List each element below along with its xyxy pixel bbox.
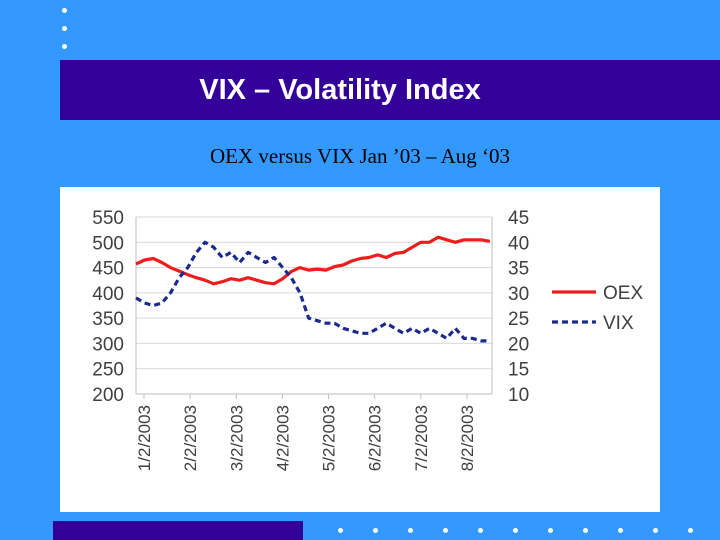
left-axis-tick-label: 500 bbox=[92, 233, 124, 254]
bullet-dot bbox=[408, 528, 413, 533]
slide-title: VIX – Volatility Index bbox=[199, 74, 481, 106]
left-axis-tick-label: 200 bbox=[92, 385, 124, 406]
left-axis-tick-label: 300 bbox=[92, 334, 124, 355]
x-axis-tick-label: 8/2/2003 bbox=[458, 405, 477, 471]
chart-area: 200 10 250 15 300 20 350 25 400 30 450 35 500 40 550 45… bbox=[60, 187, 660, 512]
chart-svg: 200 10 250 15 300 20 350 25 400 30 450 35 500 40 550 45… bbox=[92, 208, 643, 471]
right-axis-tick-label: 30 bbox=[508, 284, 529, 305]
x-axis-tick-label: 1/2/2003 bbox=[135, 405, 154, 471]
right-axis-tick-label: 15 bbox=[508, 360, 529, 381]
x-axis-tick-label: 4/2/2003 bbox=[273, 405, 292, 471]
right-axis-tick-label: 40 bbox=[508, 233, 529, 254]
right-axis-tick-label: 35 bbox=[508, 259, 529, 280]
left-axis-tick-label: 250 bbox=[92, 360, 124, 381]
x-axis-tick-label: 2/2/2003 bbox=[181, 405, 200, 471]
bullet-dot bbox=[688, 528, 693, 533]
x-axis-tick-label: 5/2/2003 bbox=[320, 405, 339, 471]
series-line-vix bbox=[135, 240, 490, 343]
bullet-dot bbox=[338, 528, 343, 533]
x-axis-tick-label: 7/2/2003 bbox=[412, 405, 431, 471]
legend-label-vix: VIX bbox=[603, 313, 634, 334]
bullet-dot bbox=[513, 528, 518, 533]
x-axis-tick-label: 3/2/2003 bbox=[227, 405, 246, 471]
left-axis-tick-label: 450 bbox=[92, 259, 124, 280]
bullet-dot bbox=[618, 528, 623, 533]
bullet-dot bbox=[443, 528, 448, 533]
title-band: VIX – Volatility Index bbox=[60, 60, 720, 120]
left-axis-tick-label: 400 bbox=[92, 284, 124, 305]
bullet-dot bbox=[62, 26, 67, 31]
series-line-oex bbox=[135, 235, 491, 286]
right-axis-tick-label: 10 bbox=[508, 385, 529, 406]
right-axis-tick-label: 25 bbox=[508, 309, 529, 330]
bullet-dot bbox=[653, 528, 658, 533]
legend-label-oex: OEX bbox=[603, 283, 643, 304]
x-axis-tick-label: 6/2/2003 bbox=[366, 405, 385, 471]
bullet-dot bbox=[548, 528, 553, 533]
bullet-dot bbox=[373, 528, 378, 533]
left-axis-tick-label: 350 bbox=[92, 309, 124, 330]
bullet-dot bbox=[62, 8, 67, 13]
bullet-dot bbox=[62, 44, 67, 49]
right-axis-tick-label: 45 bbox=[508, 208, 529, 229]
bullet-dot bbox=[478, 528, 483, 533]
slide-subtitle: OEX versus VIX Jan ’03 – Aug ‘03 bbox=[210, 144, 510, 168]
bullet-dot bbox=[583, 528, 588, 533]
left-axis-tick-label: 550 bbox=[92, 208, 124, 229]
footer-band bbox=[53, 521, 303, 540]
right-axis-tick-label: 20 bbox=[508, 334, 529, 355]
